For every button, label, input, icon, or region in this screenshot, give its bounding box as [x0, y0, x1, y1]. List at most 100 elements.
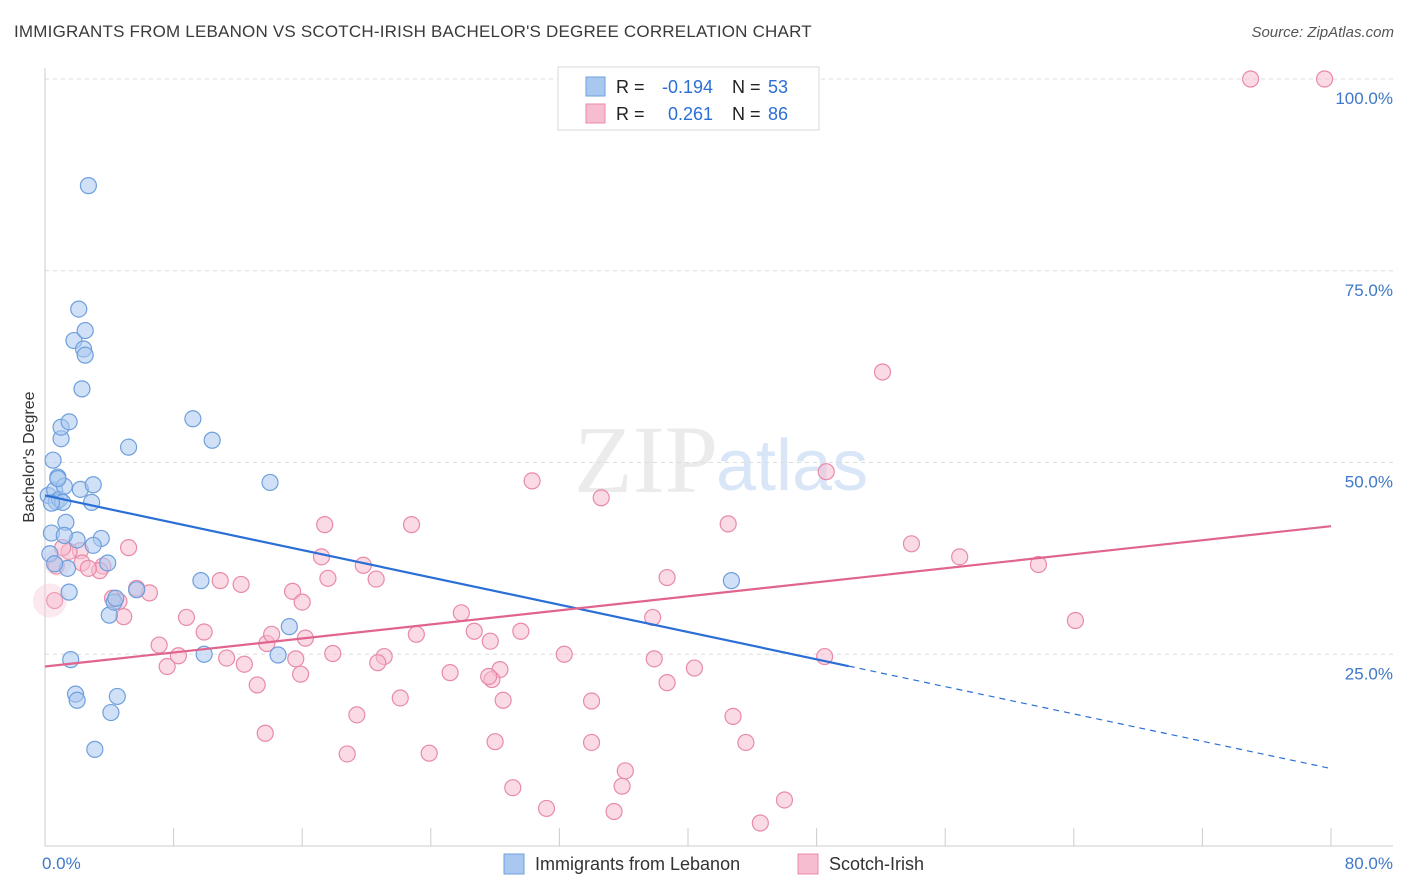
scotch-point	[951, 548, 969, 566]
scotch-point	[287, 650, 305, 668]
scotch-point	[291, 665, 310, 683]
scotch-point	[150, 636, 168, 654]
lebanon-point	[86, 740, 104, 758]
trend-line-scotch	[44, 525, 1332, 668]
scotch-point	[316, 516, 334, 534]
scotch-point	[775, 791, 794, 809]
series-legend: Immigrants from Lebanon Scotch-Irish	[503, 853, 924, 875]
scotch-point	[452, 604, 470, 622]
scotch-point	[211, 572, 229, 590]
source-credit: Source: ZipAtlas.com	[1251, 24, 1394, 41]
legend-swatch-scotch	[797, 853, 819, 875]
y-tick-label: 50.0%	[1345, 473, 1393, 492]
scotch-point	[724, 707, 742, 725]
scotch-point	[248, 676, 266, 694]
scotch-point	[407, 625, 425, 643]
lebanon-point	[99, 554, 117, 572]
lebanon-point	[79, 177, 98, 195]
scotch-point	[263, 625, 281, 643]
scotch-point	[481, 632, 499, 650]
series-lebanon	[39, 177, 741, 758]
scotch-point	[441, 664, 459, 682]
scotch-point	[324, 644, 342, 663]
lebanon-point	[722, 572, 741, 590]
scotch-point	[494, 691, 512, 709]
legend-swatch-lebanon	[503, 853, 525, 875]
lebanon-point	[49, 470, 67, 488]
scotch-point	[218, 649, 236, 667]
scotch-point	[338, 745, 356, 763]
scotch-point	[616, 762, 634, 780]
scotch-point	[420, 744, 438, 762]
lebanon-point	[84, 536, 102, 554]
scotch-point	[737, 733, 755, 752]
lebanon-point	[76, 346, 94, 364]
lebanon-point	[76, 321, 94, 340]
stats-r-value-scotch: 0.261	[668, 104, 713, 124]
legend-label-lebanon: Immigrants from Lebanon	[535, 854, 740, 874]
stats-n-value-scotch: 86	[768, 104, 788, 124]
scotch-point	[1066, 611, 1085, 630]
scotch-point	[391, 689, 409, 707]
x-tick-label-min: 0.0%	[42, 854, 81, 873]
scotch-point	[235, 655, 253, 673]
scotch-point	[115, 608, 133, 626]
lebanon-point	[60, 583, 78, 601]
scotch-point	[1029, 555, 1048, 574]
x-tick-label-max: 80.0%	[1345, 854, 1393, 873]
lebanon-point	[269, 646, 287, 664]
scotch-point	[119, 539, 138, 557]
y-tick-label: 25.0%	[1345, 664, 1393, 683]
lebanon-point	[119, 438, 138, 456]
lebanon-point	[108, 687, 126, 706]
scotch-point	[537, 799, 556, 818]
stats-n-label-scotch: N =	[732, 104, 761, 124]
scotch-point	[369, 654, 387, 672]
stats-legend-swatch-lebanon	[585, 76, 606, 97]
lebanon-point	[261, 473, 279, 492]
watermark-atlas: atlas	[716, 426, 868, 506]
trend-line-lebanon-extrapolated	[848, 665, 1332, 770]
scotch-point	[751, 814, 769, 832]
scotch-point	[348, 706, 366, 724]
chart-title: IMMIGRANTS FROM LEBANON VS SCOTCH-IRISH …	[14, 22, 812, 41]
scotch-point	[523, 472, 541, 490]
scotch-point	[1315, 70, 1334, 88]
lebanon-point	[102, 703, 120, 722]
scotch-point	[658, 568, 676, 587]
scotch-point	[658, 674, 676, 692]
gridlines	[45, 78, 1393, 655]
lebanon-point	[55, 526, 73, 544]
scotch-point	[158, 657, 176, 676]
scotch-point	[283, 582, 302, 600]
scotch-point	[256, 724, 274, 742]
lebanon-point	[68, 691, 86, 709]
lebanon-point	[60, 413, 78, 431]
scotch-point	[504, 779, 522, 797]
scotch-point	[685, 659, 704, 677]
scotch-point	[719, 515, 737, 533]
scotch-point	[319, 569, 337, 587]
scotch-point	[817, 463, 835, 481]
scotch-point	[367, 570, 385, 588]
stats-legend-swatch-scotch	[585, 103, 606, 124]
lebanon-point	[128, 581, 146, 599]
y-tick-label: 100.0%	[1335, 89, 1393, 108]
stats-n-value-lebanon: 53	[768, 77, 788, 97]
lebanon-point	[70, 300, 88, 318]
scotch-point	[592, 489, 610, 507]
lebanon-point	[84, 476, 102, 494]
stats-legend: R = -0.194 N = 53 R = 0.261 N = 86	[557, 66, 820, 131]
lebanon-point	[73, 380, 91, 398]
scotch-point	[480, 667, 498, 686]
scotch-point	[613, 777, 631, 795]
scotch-point	[402, 516, 421, 534]
scotch-point	[873, 363, 892, 381]
stats-n-label-lebanon: N =	[732, 77, 761, 97]
lebanon-point	[280, 618, 298, 636]
scotch-point	[605, 802, 623, 821]
axes	[44, 68, 1393, 847]
lebanon-point	[44, 451, 62, 469]
stats-r-label-lebanon: R =	[616, 77, 645, 97]
